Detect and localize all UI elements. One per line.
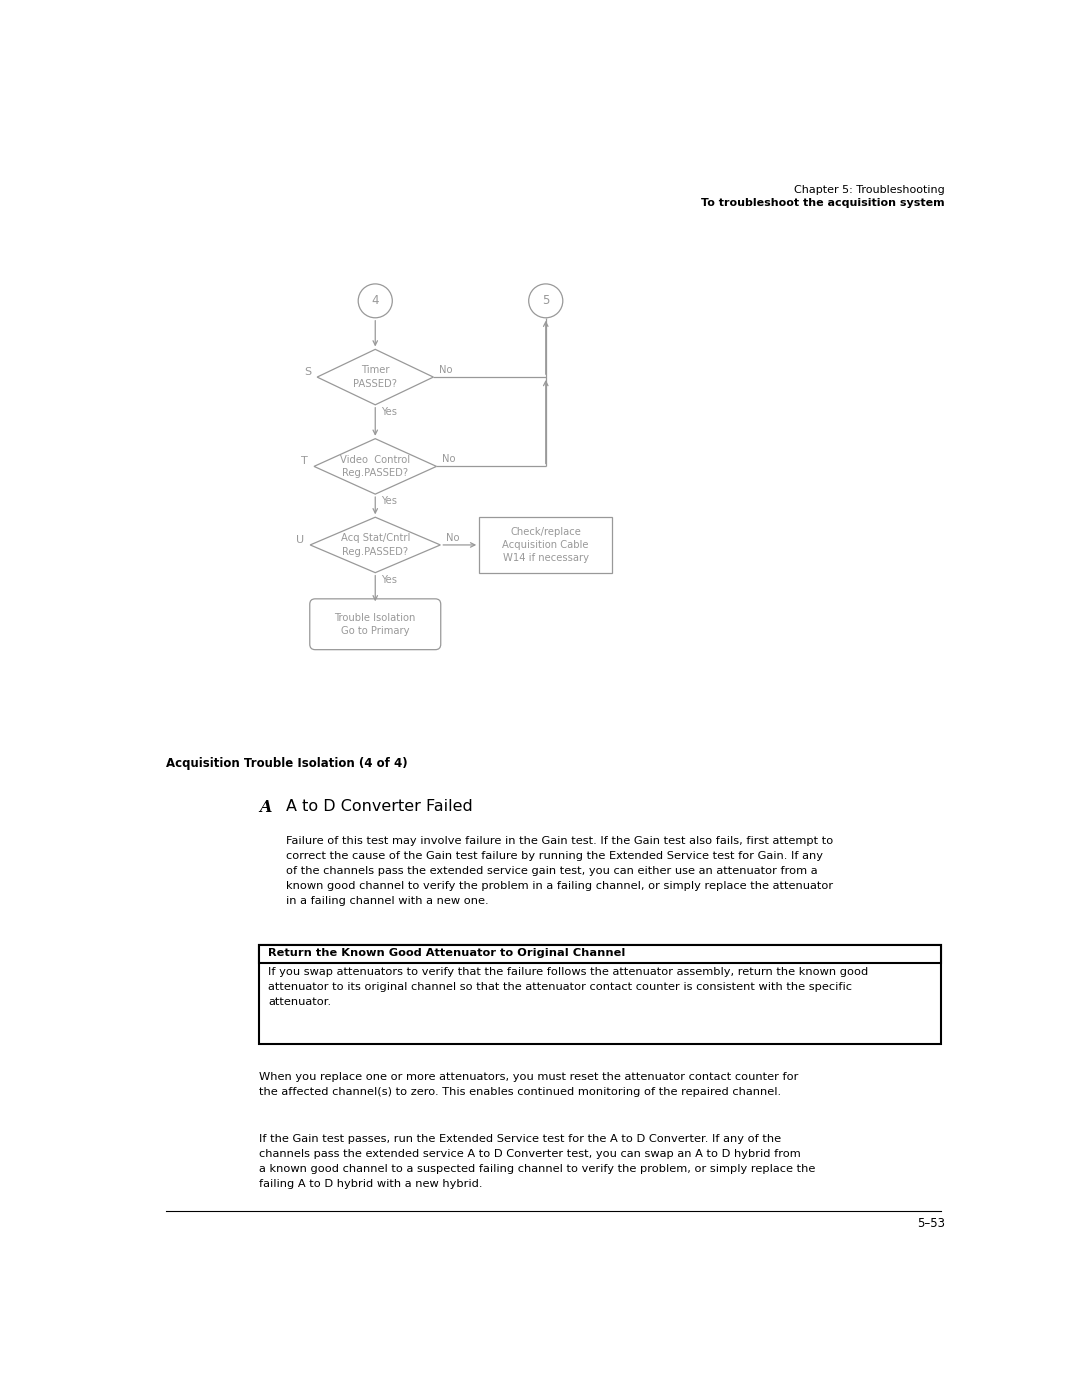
- Text: U: U: [296, 535, 303, 545]
- Text: 5–53: 5–53: [917, 1217, 945, 1231]
- Text: Yes: Yes: [381, 407, 397, 418]
- Text: Chapter 5: Troubleshooting: Chapter 5: Troubleshooting: [794, 184, 945, 194]
- Text: the affected channel(s) to zero. This enables continued monitoring of the repair: the affected channel(s) to zero. This en…: [259, 1087, 781, 1098]
- Text: T: T: [301, 455, 308, 467]
- Text: correct the cause of the Gain test failure by running the Extended Service test : correct the cause of the Gain test failu…: [286, 851, 823, 861]
- Text: channels pass the extended service A to D Converter test, you can swap an A to D: channels pass the extended service A to …: [259, 1148, 800, 1160]
- Text: Yes: Yes: [381, 496, 397, 507]
- Text: S: S: [303, 366, 311, 377]
- Bar: [259, 946, 941, 964]
- Text: of the channels pass the extended service gain test, you can either use an atten: of the channels pass the extended servic…: [286, 866, 818, 876]
- Text: No: No: [442, 454, 456, 464]
- Text: Yes: Yes: [381, 576, 397, 585]
- Text: Acq Stat/Cntrl
Reg.PASSED?: Acq Stat/Cntrl Reg.PASSED?: [340, 534, 410, 556]
- Text: Trouble Isolation
Go to Primary: Trouble Isolation Go to Primary: [335, 613, 416, 636]
- Text: 5: 5: [542, 295, 550, 307]
- Text: A to D Converter Failed: A to D Converter Failed: [286, 799, 473, 814]
- Text: If you swap attenuators to verify that the failure follows the attenuator assemb: If you swap attenuators to verify that t…: [268, 967, 868, 977]
- Text: 4: 4: [372, 295, 379, 307]
- Text: Check/replace
Acquisition Cable
W14 if necessary: Check/replace Acquisition Cable W14 if n…: [502, 527, 589, 563]
- Text: failing A to D hybrid with a new hybrid.: failing A to D hybrid with a new hybrid.: [259, 1179, 483, 1189]
- Text: Acquisition Trouble Isolation (4 of 4): Acquisition Trouble Isolation (4 of 4): [166, 757, 407, 770]
- Text: Timer
PASSED?: Timer PASSED?: [353, 366, 397, 388]
- Text: a known good channel to a suspected failing channel to verify the problem, or si: a known good channel to a suspected fail…: [259, 1164, 815, 1173]
- Text: If the Gain test passes, run the Extended Service test for the A to D Converter.: If the Gain test passes, run the Extende…: [259, 1134, 781, 1144]
- Text: No: No: [446, 532, 459, 542]
- Text: When you replace one or more attenuators, you must reset the attenuator contact : When you replace one or more attenuators…: [259, 1073, 798, 1083]
- Text: A: A: [259, 799, 271, 816]
- Text: Return the Known Good Attenuator to Original Channel: Return the Known Good Attenuator to Orig…: [268, 947, 625, 958]
- Text: attenuator.: attenuator.: [268, 996, 332, 1007]
- Text: To troubleshoot the acquisition system: To troubleshoot the acquisition system: [701, 197, 945, 208]
- Text: in a failing channel with a new one.: in a failing channel with a new one.: [286, 895, 489, 907]
- Text: known good channel to verify the problem in a failing channel, or simply replace: known good channel to verify the problem…: [286, 882, 834, 891]
- Bar: [259, 946, 941, 1044]
- Text: Failure of this test may involve failure in the Gain test. If the Gain test also: Failure of this test may involve failure…: [286, 835, 834, 847]
- Text: attenuator to its original channel so that the attenuator contact counter is con: attenuator to its original channel so th…: [268, 982, 852, 992]
- Text: No: No: [438, 365, 453, 374]
- Text: Video  Control
Reg.PASSED?: Video Control Reg.PASSED?: [340, 455, 410, 478]
- Bar: [480, 517, 612, 573]
